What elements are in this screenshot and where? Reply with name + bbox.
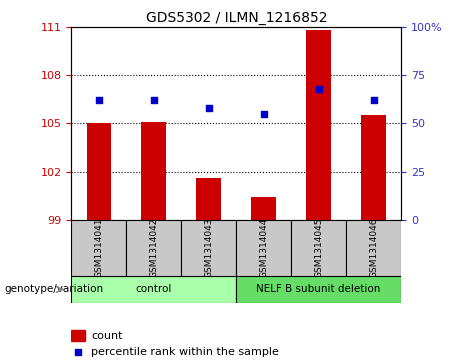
Text: GSM1314041: GSM1314041	[95, 217, 103, 278]
Text: NELF B subunit deletion: NELF B subunit deletion	[256, 285, 381, 294]
Point	[370, 97, 377, 103]
Bar	[306, 30, 331, 220]
Bar	[181, 220, 236, 276]
Text: GSM1314044: GSM1314044	[259, 217, 268, 278]
Text: control: control	[136, 285, 172, 294]
Bar	[251, 197, 276, 220]
Text: genotype/variation: genotype/variation	[5, 285, 104, 294]
Bar	[71, 220, 126, 276]
Text: GSM1314042: GSM1314042	[149, 217, 159, 278]
Point	[205, 105, 213, 111]
Point	[95, 97, 103, 103]
Text: GSM1314043: GSM1314043	[204, 217, 213, 278]
Bar	[71, 330, 85, 341]
Bar	[71, 276, 236, 303]
Point	[74, 349, 82, 355]
Bar	[346, 220, 401, 276]
Bar	[142, 122, 166, 220]
Bar	[236, 276, 401, 303]
Text: percentile rank within the sample: percentile rank within the sample	[91, 347, 279, 357]
Bar	[87, 123, 111, 220]
Point	[260, 111, 267, 117]
Title: GDS5302 / ILMN_1216852: GDS5302 / ILMN_1216852	[146, 11, 327, 25]
Point	[315, 86, 322, 92]
Text: GSM1314045: GSM1314045	[314, 217, 323, 278]
Point	[150, 97, 158, 103]
Bar	[361, 115, 386, 220]
Bar	[196, 178, 221, 220]
Bar	[291, 220, 346, 276]
Bar	[126, 220, 181, 276]
Text: count: count	[91, 331, 123, 341]
Text: GSM1314046: GSM1314046	[369, 217, 378, 278]
Bar	[236, 220, 291, 276]
